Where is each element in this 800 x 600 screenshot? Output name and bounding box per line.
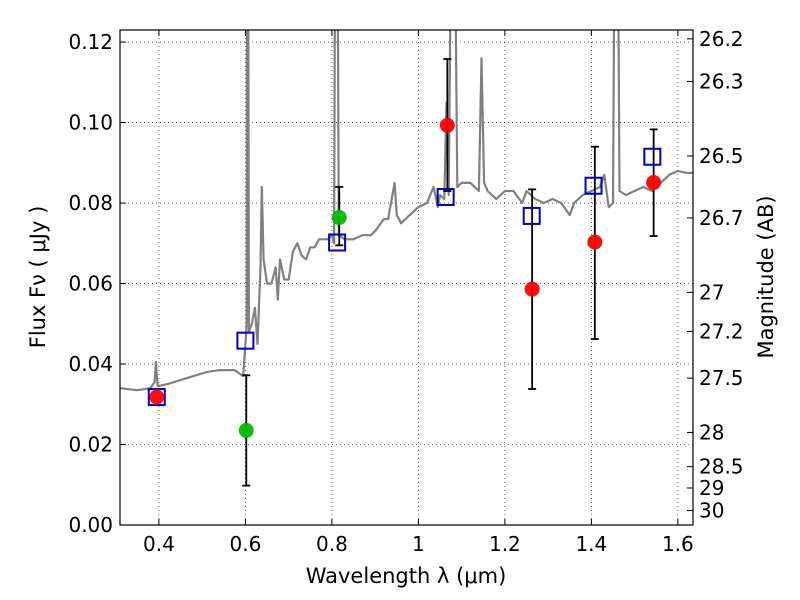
right-tick-label: 26.3 (699, 70, 744, 94)
spectrum-series (120, 30, 693, 392)
x-tick-label: 1.6 (662, 532, 694, 556)
right-tick-label: 26.5 (699, 144, 744, 168)
right-tick-label: 26.7 (699, 206, 744, 230)
y-tick-label: 0.10 (68, 111, 113, 135)
model-square-marker (522, 206, 541, 225)
spectrum-line (120, 30, 693, 392)
x-tick-label: 0.8 (316, 532, 348, 556)
model-square-marker (643, 147, 662, 166)
y-axis-label: Flux Fν ( μJy ) (26, 206, 50, 349)
markers (147, 117, 662, 438)
plot-frame (119, 29, 694, 526)
model-square-marker (584, 176, 603, 195)
model-square-marker (236, 331, 255, 350)
observed-point-marker (238, 422, 254, 438)
right-tick-label: 29 (699, 476, 724, 500)
x-tick-label: 1.2 (489, 532, 521, 556)
right-tick-label: 27 (699, 280, 724, 304)
y-tick-label: 0.12 (68, 30, 113, 54)
y-tick-label: 0.02 (68, 433, 113, 457)
right-tick-label: 28 (699, 420, 724, 444)
observed-point-marker (524, 281, 540, 297)
x-tick-label: 1 (412, 532, 425, 556)
observed-point-marker (587, 234, 603, 250)
right-tick-label: 28.5 (699, 455, 744, 479)
right-tick-label: 27.5 (699, 366, 744, 390)
y-tick-label: 0.08 (68, 191, 113, 215)
observed-point-marker (646, 175, 662, 191)
x-axis-label: Wavelength λ (μm) (306, 564, 507, 588)
y-tick-label: 0.06 (68, 272, 113, 296)
axis-ticks: 0.4 0.6 0.8 1 1.2 1.4 1.6 0.00 0.02 0.04 0.06 0.08 0… (68, 27, 743, 556)
y-tick-label: 0.00 (68, 513, 113, 537)
model-square-marker (436, 188, 455, 207)
right-tick-label: 26.2 (699, 27, 744, 51)
y-tick-label: 0.04 (68, 352, 113, 376)
right-tick-label: 30 (699, 499, 724, 523)
right-tick-label: 27.2 (699, 319, 744, 343)
right-axis-label: Magnitude (AB) (754, 195, 778, 358)
observed-point-marker (149, 389, 165, 405)
model-square-marker (147, 388, 166, 407)
observed-point-marker (439, 117, 455, 133)
model-square-marker (328, 233, 347, 252)
x-tick-label: 1.4 (575, 532, 607, 556)
x-tick-label: 0.6 (230, 532, 262, 556)
observed-point-marker (331, 210, 347, 226)
x-tick-label: 0.4 (143, 532, 175, 556)
